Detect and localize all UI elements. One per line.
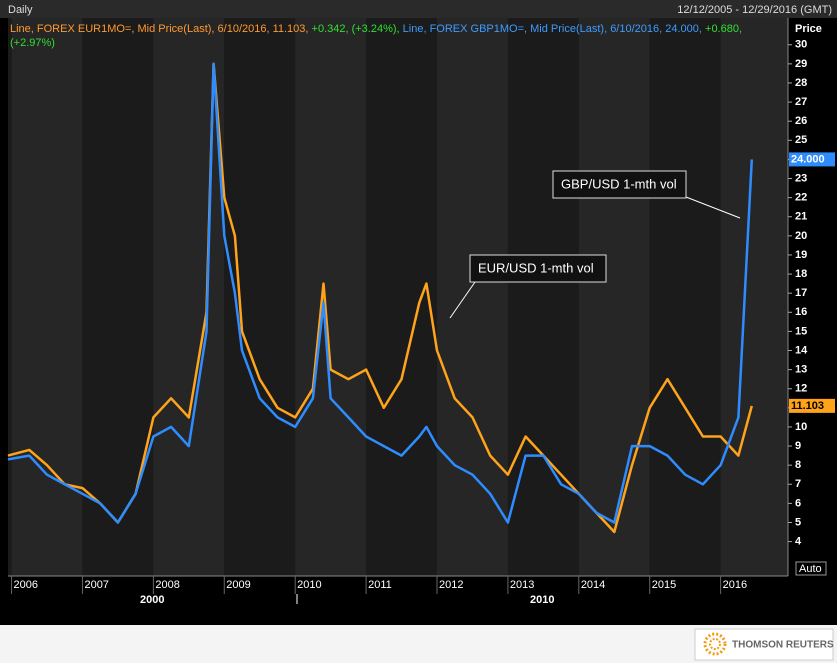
year-band [366, 18, 437, 576]
year-band [295, 18, 367, 576]
x-tick-label: 2016 [723, 579, 747, 591]
y-tick-label: 4 [795, 536, 802, 548]
year-band [578, 18, 650, 576]
y-tick-label: 14 [795, 344, 808, 356]
y-tick-label: 18 [795, 268, 807, 280]
y-tick-label: 6 [795, 497, 801, 509]
y-tick-label: 21 [795, 211, 807, 223]
y-tick-label: 15 [795, 325, 807, 337]
y-tick-label: 25 [795, 134, 807, 146]
scale-mode-box[interactable] [795, 561, 827, 576]
y-tick-label: 9 [795, 440, 801, 452]
y-tick-label: 20 [795, 230, 807, 242]
year-band [11, 18, 83, 576]
year-band [8, 18, 12, 576]
year-band [437, 18, 508, 576]
legend-text: Line, FOREX EUR1MO=, Mid Price(Last), 6/… [10, 23, 309, 35]
y-tick-label: 23 [795, 172, 807, 184]
year-band [649, 18, 721, 576]
year-band [720, 18, 788, 576]
logo-icon [703, 632, 727, 656]
y-tick-label: 28 [795, 77, 807, 89]
annotation-box [469, 254, 607, 283]
annotation-text: GBP/USD 1-mth vol [561, 176, 677, 191]
x-tick-label: 2006 [14, 579, 38, 591]
annotation-text: EUR/USD 1-mth vol [478, 260, 594, 275]
y-tick-label: 12 [795, 383, 807, 395]
x-tick-label: 2015 [652, 579, 676, 591]
y-tick-label: 19 [795, 249, 807, 261]
y-tick-label: 17 [795, 287, 807, 299]
annotation-line [685, 196, 741, 219]
date-range: 12/12/2005 - 12/29/2016 (GMT) [677, 4, 832, 16]
series-line [7, 62, 754, 534]
year-band [82, 18, 154, 576]
logo-text: THOMSON REUTERS [732, 640, 834, 651]
x-tick-label: 2010 [297, 579, 321, 591]
legend: Line, FOREX EUR1MO=, Mid Price(Last), 6/… [10, 22, 780, 50]
y-tick-label: 26 [795, 115, 807, 127]
x-tick-label: 2011 [368, 579, 392, 591]
last-value-tag [789, 398, 835, 413]
legend-text: Line, FOREX GBP1MO=, Mid Price(Last), 6/… [402, 23, 702, 35]
y-tick-label: 10 [795, 421, 807, 433]
decade-label: 2000 [140, 594, 164, 606]
x-tick-label: 2012 [439, 579, 463, 591]
y-tick-label: 29 [795, 58, 807, 70]
legend-text: +0.680, (+2.97%) [10, 23, 743, 49]
y-tick-label: 13 [795, 364, 807, 376]
scale-mode[interactable]: Auto [799, 563, 822, 575]
x-tick-label: 2008 [155, 579, 179, 591]
frequency: Daily [8, 4, 33, 16]
x-tick-label: 2014 [581, 579, 605, 591]
x-tick-label: 2013 [510, 579, 534, 591]
series-line [7, 62, 754, 524]
last-value-label: 11.103 [791, 400, 824, 412]
y-tick-label: 27 [795, 96, 807, 108]
y-tick-label: 8 [795, 459, 801, 471]
x-tick-label: 2009 [226, 579, 250, 591]
y-tick-label: 5 [795, 516, 801, 528]
last-value-label: 24.000 [791, 153, 825, 165]
annotation-box [552, 170, 687, 199]
x-tick-label: 2007 [84, 579, 108, 591]
annotation-line [449, 281, 476, 319]
last-value-tag [789, 152, 835, 167]
year-band [507, 18, 579, 576]
y-tick-label: 16 [795, 306, 807, 318]
y-tick-label: 22 [795, 192, 807, 204]
top-bar [0, 0, 837, 18]
decade-label: 2010 [530, 594, 554, 606]
y-tick-label: 7 [795, 478, 801, 490]
y-tick-label: 30 [795, 39, 807, 51]
axis-title: Price [795, 23, 822, 35]
plot-area: 4567891011121314151617181920212223242526… [7, 18, 835, 594]
legend-text: +0.342, (+3.24%), [311, 23, 400, 35]
logo-icon-inner [709, 638, 721, 650]
